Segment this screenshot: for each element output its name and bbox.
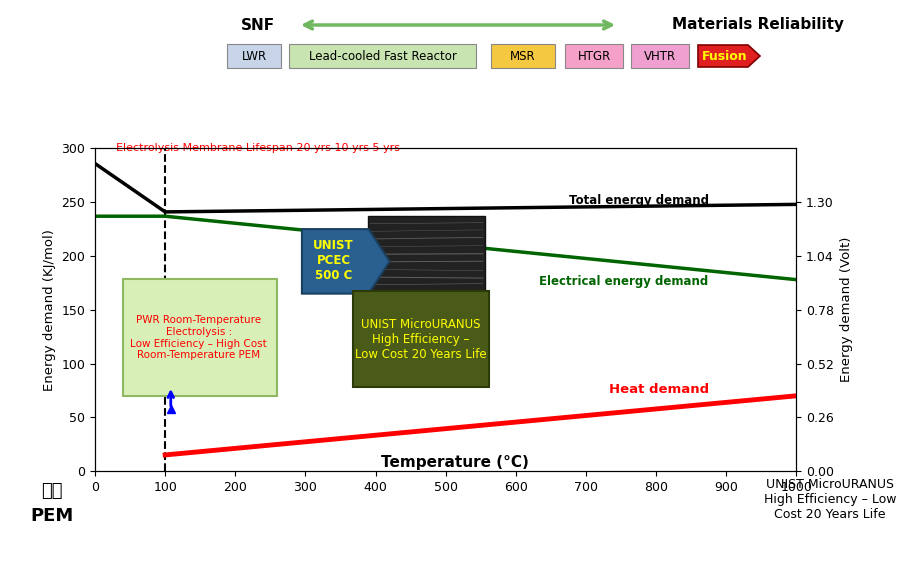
Text: UNIST MicroURANUS
High Efficiency –
Low Cost 20 Years Life: UNIST MicroURANUS High Efficiency – Low …: [355, 319, 486, 361]
Text: Heat demand: Heat demand: [608, 383, 709, 396]
Text: MSR: MSR: [510, 50, 536, 62]
Text: PWR Room-Temperature
Electrolysis :
Low Efficiency – High Cost
Room-Temperature : PWR Room-Temperature Electrolysis : Low …: [130, 315, 267, 360]
FancyBboxPatch shape: [367, 216, 485, 313]
FancyBboxPatch shape: [631, 44, 689, 68]
Text: Lead-cooled Fast Reactor: Lead-cooled Fast Reactor: [309, 50, 456, 62]
Text: SNF: SNF: [241, 18, 275, 33]
FancyBboxPatch shape: [123, 279, 277, 396]
Text: 상온: 상온: [42, 482, 62, 500]
Y-axis label: Energy demand (Volt): Energy demand (Volt): [840, 237, 853, 383]
Y-axis label: Energy demand (KJ/mol): Energy demand (KJ/mol): [43, 229, 56, 391]
FancyBboxPatch shape: [353, 291, 490, 387]
Text: Temperature (°C): Temperature (°C): [381, 456, 529, 471]
Text: Total energy demand: Total energy demand: [568, 194, 709, 207]
FancyBboxPatch shape: [565, 44, 623, 68]
Polygon shape: [698, 45, 760, 67]
Text: Electrolysis Membrane Lifespan 20 yrs 10 yrs 5 yrs: Electrolysis Membrane Lifespan 20 yrs 10…: [116, 143, 400, 153]
FancyBboxPatch shape: [491, 44, 555, 68]
Text: UNIST MicroURANUS
High Efficiency – Low
Cost 20 Years Life: UNIST MicroURANUS High Efficiency – Low …: [764, 477, 896, 521]
Text: LWR: LWR: [242, 50, 267, 62]
Text: Electrical energy demand: Electrical energy demand: [539, 275, 709, 288]
Text: Gas: Gas: [180, 287, 193, 311]
Text: Fusion: Fusion: [702, 50, 748, 62]
Text: Liquid: Liquid: [130, 280, 144, 318]
Text: HTGR: HTGR: [577, 50, 611, 62]
Text: VHTR: VHTR: [644, 50, 676, 62]
FancyBboxPatch shape: [289, 44, 476, 68]
Text: UNIST
PCEC
500 C: UNIST PCEC 500 C: [313, 239, 354, 282]
Text: PEM: PEM: [31, 507, 73, 525]
FancyBboxPatch shape: [227, 44, 281, 68]
Text: Materials Reliability: Materials Reliability: [672, 18, 844, 33]
Polygon shape: [302, 229, 390, 293]
